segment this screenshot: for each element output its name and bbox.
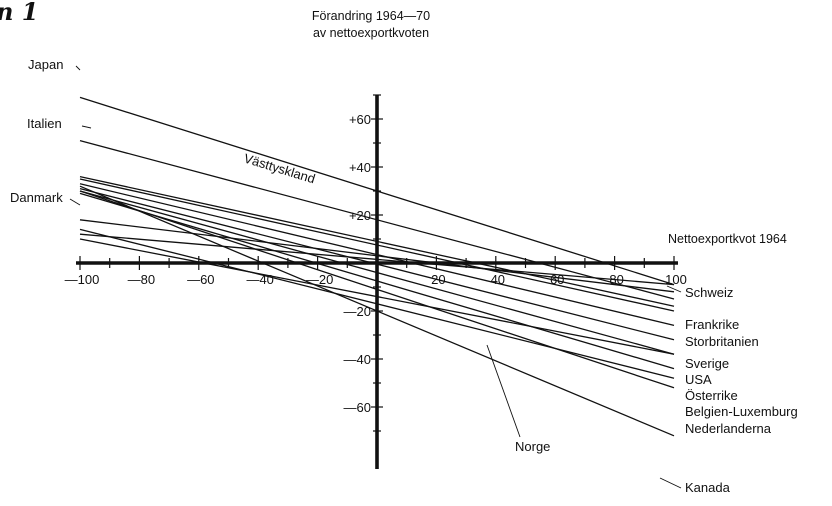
series-label-danmark: Danmark <box>10 190 63 205</box>
axes-layer <box>76 94 678 469</box>
series-label-sverige: Sverige <box>685 356 729 371</box>
x-tick-label: —60 <box>187 272 214 287</box>
series-label-norge: Norge <box>515 439 550 454</box>
leader-line-schweiz <box>666 285 682 293</box>
y-tick-label: —60 <box>344 400 371 415</box>
x-tick-label: 20 <box>431 272 445 287</box>
leader-line-italien <box>81 125 92 129</box>
x-tick-label: 100 <box>665 272 687 287</box>
label-layer: —100 —80 —60 —40 —20 20 40 60 80 100 +60 +40 +20 —20 —… <box>10 57 798 495</box>
series-label-belgien-luxemburg: Belgien-Luxemburg <box>685 404 798 419</box>
figure-label: n 1 <box>0 0 39 26</box>
leader-line-danmark <box>69 198 81 206</box>
x-tick-label: 40 <box>491 272 505 287</box>
y-axis-title-line1: Förandring 1964—70 <box>312 9 430 23</box>
series-label-usa: USA <box>685 372 712 387</box>
x-axis-title: Nettoexportkvot 1964 <box>668 232 787 246</box>
series-label-nederlanderna: Nederlanderna <box>685 421 772 436</box>
y-tick-label: +60 <box>349 112 371 127</box>
leader-line-japan <box>75 65 81 71</box>
x-tick-label: —80 <box>128 272 155 287</box>
x-tick-label: —20 <box>306 272 333 287</box>
series-label-storbritanien: Storbritanien <box>685 334 759 349</box>
x-tick-label: 60 <box>550 272 564 287</box>
x-tick-label: —100 <box>65 272 100 287</box>
x-tick-label: —40 <box>246 272 273 287</box>
y-tick-label: —40 <box>344 352 371 367</box>
leader-line-norge <box>486 344 521 438</box>
series-label-schweiz: Schweiz <box>685 285 733 300</box>
series-label-osterrike: Österrike <box>685 388 738 403</box>
series-label-italien: Italien <box>27 116 62 131</box>
x-tick-label: 80 <box>609 272 623 287</box>
y-tick-label: +20 <box>349 208 371 223</box>
series-label-frankrike: Frankrike <box>685 317 739 332</box>
series-label-vasttyskland: Västtyskland <box>242 151 317 187</box>
y-tick-label: +40 <box>349 160 371 175</box>
series-label-japan: Japan <box>28 57 63 72</box>
y-axis-title-line2: av nettoexportkvoten <box>313 26 429 40</box>
y-tick-label: —20 <box>344 304 371 319</box>
leader-line-kanada <box>659 477 682 489</box>
series-label-kanada: Kanada <box>685 480 731 495</box>
